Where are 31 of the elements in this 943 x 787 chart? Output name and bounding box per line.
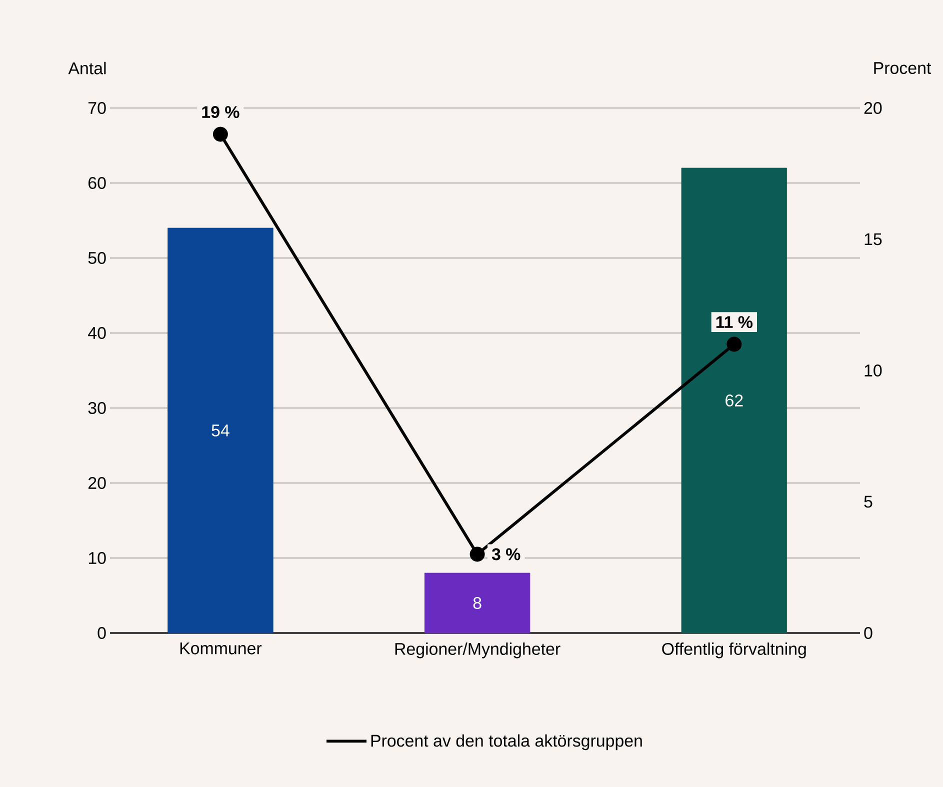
y-tick-label: 50 (88, 252, 106, 264)
x-tick-label: Offentlig förvaltning (662, 642, 806, 658)
data-label: 62 (726, 394, 743, 406)
y2-tick-label: 10 (864, 364, 882, 376)
x-tick-label: Kommuner (180, 642, 262, 654)
data-label: 8 (473, 597, 482, 609)
y-tick-label: 40 (88, 327, 106, 339)
y-tick-label: 10 (88, 552, 106, 564)
y-tick-label: 20 (88, 477, 106, 489)
data-label: 19 % (202, 106, 240, 118)
data-label: 11 % (716, 316, 753, 328)
legend-label: Procent av den totala aktörsgruppen (371, 734, 642, 750)
point (212, 126, 228, 142)
y-tick-label: 0 (98, 627, 106, 639)
point (470, 546, 485, 562)
y2-tick-label: 20 (864, 102, 882, 114)
point (726, 336, 742, 352)
y-axis-title: Antal (68, 62, 106, 74)
bar (424, 572, 530, 634)
y2-tick-label: 15 (864, 233, 882, 246)
y-tick-label: 60 (88, 177, 106, 189)
y2-tick-label: 5 (864, 496, 872, 508)
data-label: 54 (212, 424, 230, 436)
bar (168, 228, 274, 634)
y-tick-label: 30 (88, 402, 106, 414)
x-tick-label: Regioner/Myndigheter (395, 642, 560, 658)
y2-tick-label: 0 (864, 627, 872, 639)
y2-axis-title: Procent (874, 62, 932, 74)
y-tick-label: 70 (88, 102, 106, 114)
data-label: 3 % (492, 548, 520, 560)
bar (681, 168, 788, 634)
